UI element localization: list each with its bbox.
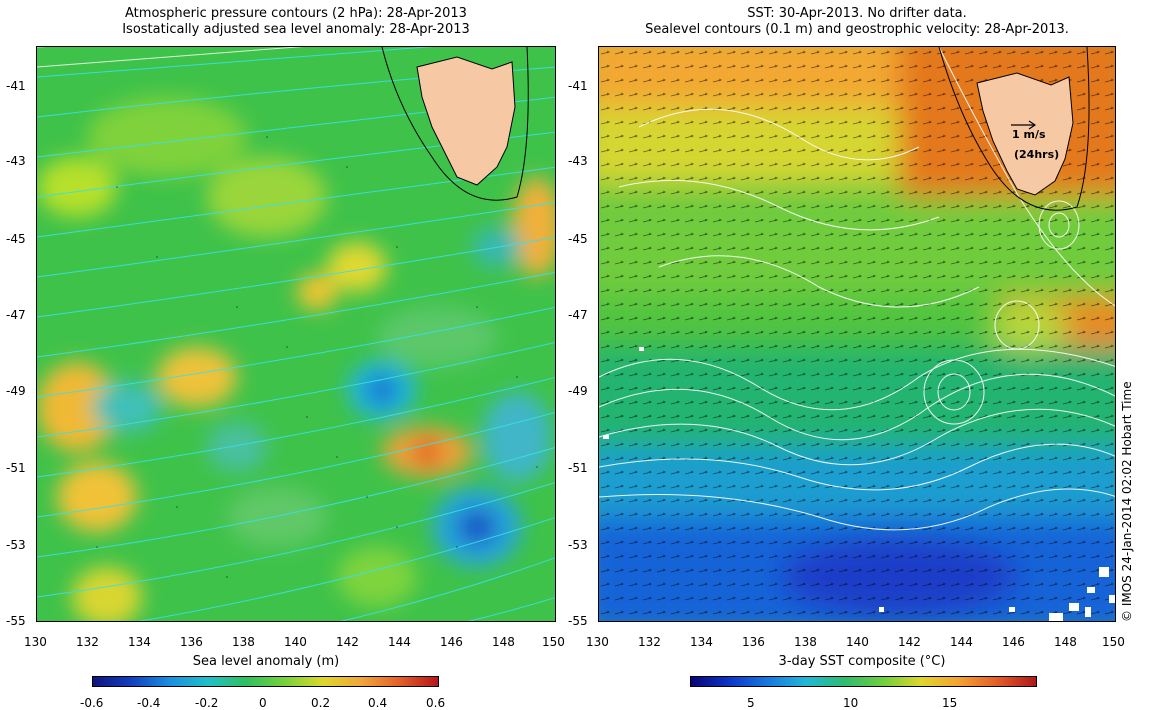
right-x-tick: 132 [638,635,661,649]
right-y-tick: -53 [568,538,588,552]
speckle-points [96,136,538,578]
right-y-tick: -55 [568,614,588,628]
left-x-tick: 140 [284,635,307,649]
left-colorbar-tick: 0.6 [426,696,446,710]
right-colorbar-tick: 10 [843,696,859,710]
left-x-tick: 146 [440,635,463,649]
right-x-tick: 138 [794,635,817,649]
left-y-tick: -47 [6,308,26,322]
left-colorbar-tick: 0.2 [311,696,331,710]
left-y-tick: -55 [6,614,26,628]
sea-level-anomaly-map [37,47,555,621]
right-x-tick: 136 [742,635,765,649]
right-x-tick: 150 [1102,635,1125,649]
left-x-tick: 148 [492,635,515,649]
right-title-line1: SST: 30-Apr-2013. No drifter data. [747,6,967,21]
left-x-tick: 130 [24,635,47,649]
scale-sub-label: (24hrs) [1014,148,1060,161]
left-x-tick: 132 [76,635,99,649]
imos-credit: © IMOS 24-Jan-2014 02:02 Hobart Time [1120,381,1134,622]
right-x-tick: 140 [846,635,869,649]
right-x-tick: 134 [690,635,713,649]
right-x-tick: 142 [898,635,921,649]
left-x-tick: 144 [388,635,411,649]
left-title-line2: Isostatically adjusted sea level anomaly… [122,22,470,37]
tasmania-land [416,56,516,186]
left-colorbar-tick: 0 [259,696,267,710]
left-y-tick: -53 [6,538,26,552]
left-x-tick: 150 [542,635,565,649]
right-y-tick: -43 [568,154,588,168]
left-colorbar-tick: -0.6 [80,696,104,710]
right-x-tick: 146 [1002,635,1025,649]
right-colorbar-tick: 15 [942,696,958,710]
scale-label: 1 m/s [1012,128,1046,141]
scale-arrow [1011,120,1037,130]
right-y-tick: -49 [568,384,588,398]
sst-map [599,47,1115,621]
left-y-tick: -43 [6,154,26,168]
right-x-tick: 130 [586,635,609,649]
right-y-tick: -45 [568,232,588,246]
right-map-panel[interactable] [598,46,1116,622]
left-colorbar-label: Sea level anomaly (m) [192,654,340,669]
right-x-tick: 148 [1054,635,1077,649]
right-y-tick: -41 [568,79,588,93]
missing-data-patches [603,347,1115,621]
tasmania-land-sst [976,72,1074,196]
left-colorbar [92,676,439,687]
left-title-line1: Atmospheric pressure contours (2 hPa): 2… [125,6,467,21]
sealevel-contours [599,47,1115,531]
right-y-tick: -47 [568,308,588,322]
left-x-tick: 136 [180,635,203,649]
left-colorbar-tick: -0.4 [137,696,161,710]
right-title-line2: Sealevel contours (0.1 m) and geostrophi… [645,22,1069,37]
right-colorbar-tick: 5 [747,696,755,710]
left-y-tick: -41 [6,79,26,93]
left-x-tick: 138 [232,635,255,649]
left-map-panel[interactable] [36,46,556,622]
right-y-tick: -51 [568,461,588,475]
left-x-tick: 142 [336,635,359,649]
left-y-tick: -45 [6,232,26,246]
left-y-tick: -51 [6,461,26,475]
right-colorbar [690,676,1037,687]
right-x-tick: 144 [950,635,973,649]
left-colorbar-tick: 0.4 [368,696,388,710]
left-colorbar-tick: -0.2 [195,696,219,710]
left-x-tick: 134 [128,635,151,649]
left-y-tick: -49 [6,384,26,398]
right-colorbar-label: 3-day SST composite (°C) [778,654,946,669]
